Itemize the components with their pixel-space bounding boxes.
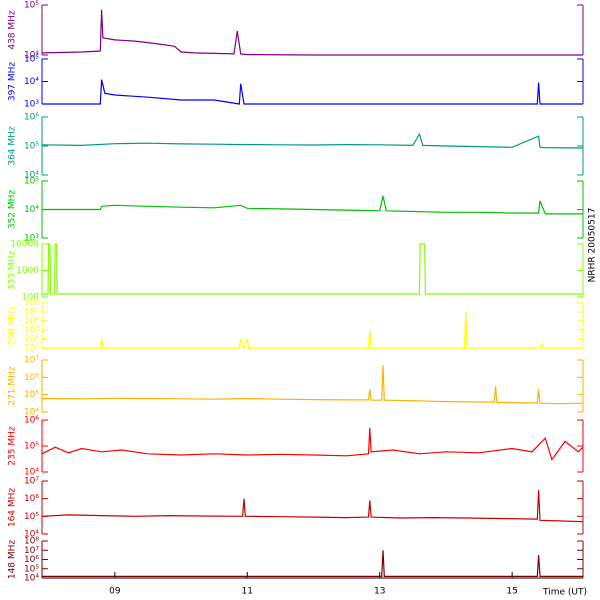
y-tick-label: 1000 [16, 266, 39, 276]
data-line [42, 311, 583, 350]
y-tick-label: 10⁵ [24, 512, 39, 522]
y-tick-label: 10⁵ [24, 1, 39, 11]
y-axis-label: 148 MHz [8, 540, 18, 580]
x-tick-label: 09 [109, 587, 121, 597]
y-tick-label: 10⁵ [24, 390, 39, 400]
data-line [41, 9, 583, 56]
y-tick-label: 10⁶ [24, 113, 39, 123]
y-tick-label: 10³ [24, 234, 39, 244]
data-line [42, 550, 583, 577]
y-tick-label: 10⁴ [24, 51, 39, 61]
y-tick-label: 10⁷ [24, 356, 39, 366]
y-tick-label: 10⁸ [24, 537, 39, 547]
y-tick-label: 10⁶ [24, 416, 39, 426]
x-tick-label: 15 [506, 587, 517, 597]
y-tick-label: 10⁴ [24, 335, 39, 345]
y-tick-label: 10⁵ [24, 177, 39, 187]
y-tick-label: 10⁴ [24, 530, 39, 540]
side-annotation: NRHR 20050517 [588, 208, 598, 283]
y-tick-label: 10⁴ [24, 205, 39, 215]
y-axis-label: 271 MHz [8, 366, 18, 406]
y-axis-label: 438 MHz [8, 10, 18, 50]
y-tick-label: 10⁴ [24, 408, 39, 418]
y-axis-label: 298 MHz [8, 306, 18, 346]
x-tick-label: 11 [242, 587, 253, 597]
y-tick-label: 10⁴ [24, 468, 39, 478]
y-axis-label: 333 MHz [8, 251, 18, 291]
y-tick-label: 10⁶ [24, 555, 39, 565]
y-axis-label: 235 MHz [8, 426, 18, 466]
y-tick-label: 10⁶ [24, 317, 39, 327]
y-tick-label: 10⁶ [24, 494, 39, 504]
y-tick-label: 10000 [10, 240, 39, 250]
y-tick-label: 10⁷ [24, 308, 39, 318]
y-axis-label: 397 MHz [8, 62, 18, 102]
y-tick-label: 10⁵ [24, 326, 39, 336]
y-tick-label: 10⁴ [24, 77, 39, 87]
y-tick-label: 10⁵ [24, 442, 39, 452]
y-tick-label: 10⁴ [24, 171, 39, 181]
y-tick-label: 10⁸ [24, 299, 39, 309]
data-line [42, 79, 583, 105]
y-tick-label: 10⁵ [24, 55, 39, 65]
data-line [42, 195, 583, 215]
y-tick-label: 10⁴ [24, 574, 39, 584]
x-axis-label: Time (UT) [542, 588, 587, 598]
y-tick-label: 10³ [24, 100, 39, 110]
y-tick-label: 100 [22, 293, 39, 303]
data-line [41, 490, 584, 523]
y-axis-label: 164 MHz [8, 488, 18, 528]
y-tick-label: 10⁷ [24, 546, 39, 556]
y-tick-label: 10⁶ [24, 373, 39, 383]
data-line [41, 365, 584, 405]
y-tick-label: 10⁵ [24, 142, 39, 152]
y-axis-label: 364 MHz [8, 126, 18, 166]
y-tick-label: 10³ [24, 344, 39, 354]
y-axis-label: 352 MHz [8, 190, 18, 230]
y-tick-label: 10⁵ [24, 564, 39, 574]
data-line [41, 132, 584, 149]
data-line [42, 243, 583, 295]
y-tick-label: 10⁷ [24, 477, 39, 487]
data-line [41, 427, 584, 461]
x-tick-label: 13 [374, 587, 385, 597]
